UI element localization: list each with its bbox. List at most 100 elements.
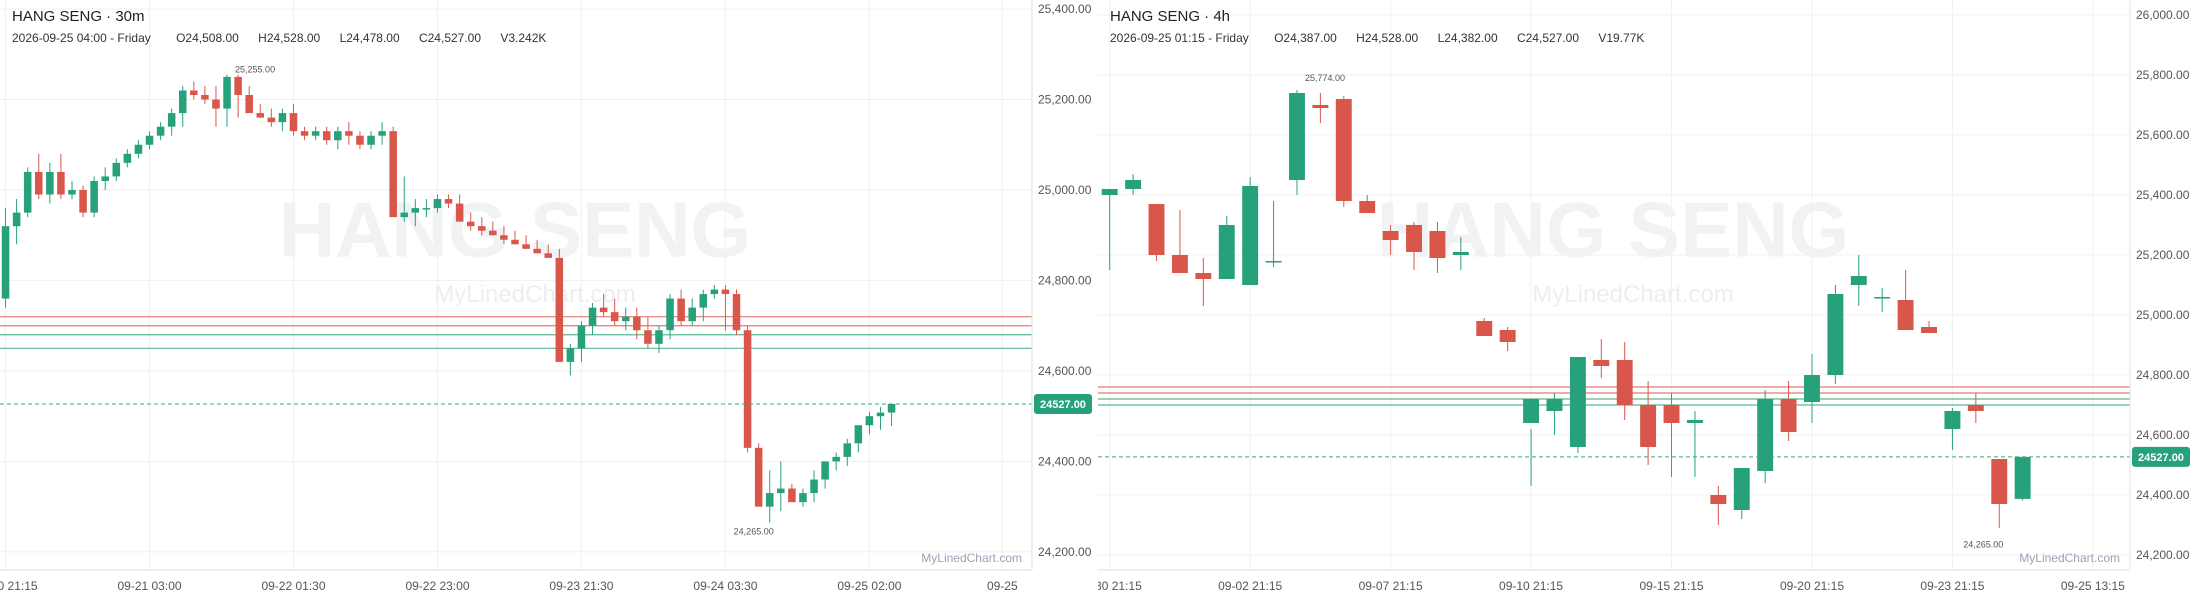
candle	[234, 74, 242, 118]
candle-body	[1850, 276, 1867, 285]
candle	[1218, 216, 1235, 279]
candle	[544, 244, 552, 258]
candle-body	[599, 307, 608, 313]
candle-body	[666, 298, 674, 331]
candle	[1757, 390, 1774, 483]
candle-body	[854, 425, 863, 444]
x-tick-label: 09-02 21:15	[1218, 579, 1282, 593]
candle	[466, 212, 475, 231]
candle-body	[799, 493, 807, 503]
candle	[1850, 255, 1867, 306]
candle	[688, 298, 696, 326]
y-tick-label: 25,200.00	[1038, 93, 1092, 107]
candle-body	[1312, 105, 1329, 108]
candle	[1897, 270, 1914, 330]
candle	[68, 180, 76, 200]
candle-body	[12, 212, 21, 227]
candle	[1616, 342, 1633, 420]
candle-body	[455, 203, 464, 222]
ohlc-info: 2026-09-25 01:15 - Friday O24,387.00 H24…	[1110, 31, 1660, 45]
candle	[699, 289, 708, 322]
candles	[1101, 90, 2031, 528]
candle-body	[1335, 99, 1352, 201]
candle-body	[267, 117, 276, 123]
y-tick-label: 24,600.00	[1038, 364, 1092, 378]
candle-body	[832, 456, 840, 462]
chart-svg-30m[interactable]: HANG SENG MyLinedChart.com 25,255.00 24,265…	[0, 0, 1098, 597]
candle	[212, 85, 220, 127]
candle	[134, 140, 143, 159]
candle-body	[256, 113, 265, 118]
candle-body	[555, 257, 564, 362]
candle-body	[444, 199, 453, 204]
candle-body	[1757, 399, 1774, 471]
candle	[112, 158, 121, 181]
x-tick-label: 09-10 21:15	[1499, 579, 1563, 593]
candle-body	[1733, 468, 1750, 510]
last-price-label: 24527.00	[1040, 399, 1086, 411]
candle	[1804, 354, 1820, 423]
x-tick-label: 09-21 03:00	[117, 579, 181, 593]
x-tick-label: 09-23 21:15	[1920, 579, 1984, 593]
candle-body	[466, 221, 475, 227]
candle-body	[389, 131, 397, 218]
candle	[1476, 318, 1493, 336]
chart-svg-4h[interactable]: HANG SENG MyLinedChart.com 25,774.00 24,265…	[1078, 0, 2196, 597]
candle-body	[511, 239, 519, 245]
candle-body	[1616, 360, 1633, 405]
y-tick-label: 25,200.00	[2136, 248, 2190, 262]
candle	[1780, 381, 1797, 441]
candle-body	[743, 330, 752, 448]
candle-body	[201, 95, 209, 100]
candle-body	[588, 307, 597, 326]
candle	[123, 149, 132, 168]
candle-body	[754, 447, 763, 507]
candle-body	[810, 479, 818, 494]
candle	[201, 85, 209, 105]
candle-body	[788, 488, 796, 503]
candle-body	[1242, 186, 1259, 285]
candle	[422, 199, 431, 218]
candle	[1, 208, 10, 308]
candle	[799, 488, 807, 507]
candle	[400, 176, 409, 222]
x-tick-label: 09-23 21:30	[549, 579, 613, 593]
candle-body	[1195, 273, 1212, 279]
candle	[633, 307, 641, 340]
candle	[765, 470, 774, 523]
chart-header-4h: HANG SENG · 4h 2026-09-25 01:15 - Friday…	[1110, 8, 1660, 45]
y-tick-label: 25,800.00	[2136, 68, 2190, 82]
candle	[34, 153, 43, 200]
candle-body	[1452, 252, 1469, 255]
candle	[178, 85, 187, 127]
candle-body	[1827, 294, 1844, 375]
x-tick-label: 09-25	[987, 579, 1018, 593]
candle	[621, 307, 630, 331]
chart-panel-4h[interactable]: HANG SENG MyLinedChart.com 25,774.00 24,265…	[1078, 0, 2196, 597]
candle-body	[655, 330, 663, 344]
candle-body	[710, 289, 719, 295]
candle-body	[478, 226, 486, 231]
candle-body	[777, 488, 785, 494]
candle	[334, 126, 342, 150]
chart-panel-30m[interactable]: HANG SENG MyLinedChart.com 25,255.00 24,265…	[0, 0, 1098, 597]
candle	[1827, 285, 1844, 384]
candle-body	[1359, 201, 1376, 213]
chart-header-30m: HANG SENG · 30m 2026-09-25 04:00 - Frida…	[12, 8, 562, 45]
candle	[1733, 468, 1750, 519]
candle	[1242, 177, 1259, 285]
brand-footer: MyLinedChart.com	[2019, 551, 2120, 565]
candle-body	[322, 131, 331, 141]
candle-body	[278, 113, 287, 123]
candle	[256, 104, 265, 118]
candle-body	[489, 230, 497, 236]
candle-body	[2014, 456, 2031, 499]
candle	[1382, 225, 1399, 255]
y-tick-label: 25,000.00	[1038, 183, 1092, 197]
candle-body	[90, 180, 98, 213]
candle	[2014, 456, 2031, 501]
info-low: L24,382.00	[1437, 31, 1498, 45]
candle-body	[688, 307, 696, 322]
candle-body	[699, 294, 708, 308]
candle	[1944, 408, 1961, 450]
